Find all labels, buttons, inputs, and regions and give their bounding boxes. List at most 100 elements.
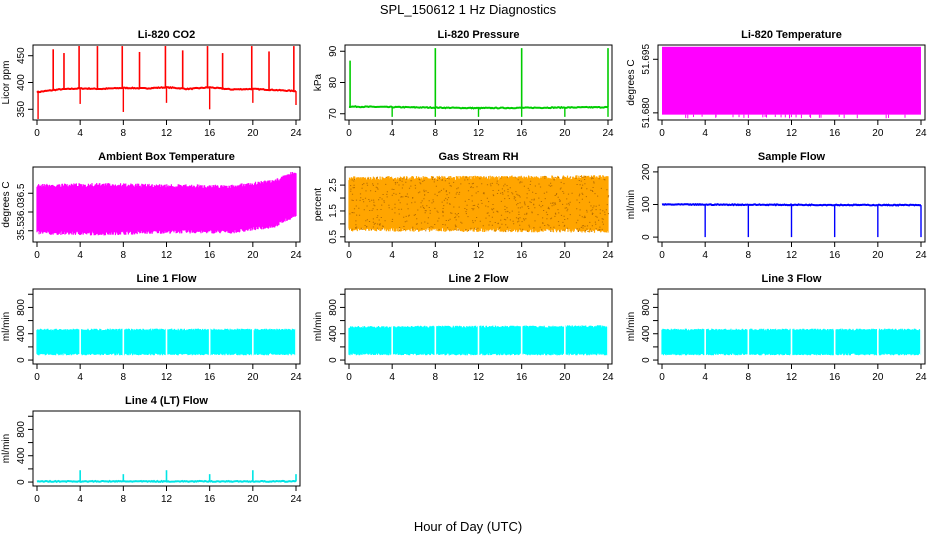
y-tick-label: 51.680 [641, 97, 652, 128]
x-tick-label: 12 [786, 250, 798, 261]
x-tick-label: 8 [433, 372, 439, 383]
x-tick-label: 0 [34, 494, 40, 505]
x-tick-label: 16 [829, 372, 841, 383]
y-tick-label: 200 [641, 163, 652, 180]
y-tick-label: 800 [328, 299, 339, 316]
x-tick-label: 0 [346, 128, 352, 139]
x-tick-label: 8 [746, 372, 752, 383]
x-tick-label: 16 [516, 128, 528, 139]
x-tick-label: 20 [872, 250, 884, 261]
y-tick-label: 0 [641, 357, 652, 363]
panel-0: Li-820 CO2 Licor ppm 0 4 8 12 16 20 24 350 400 450 [1, 29, 302, 139]
x-tick-label: 16 [829, 128, 841, 139]
y-tick-label: 51.695 [641, 44, 652, 75]
panel-6: Line 1 Flow ml/min 0 4 8 12 16 20 24 0 400 800 [1, 273, 302, 383]
x-tick-label: 4 [77, 250, 83, 261]
y-tick-label: 450 [16, 47, 27, 64]
y-tick-label: 0.5 [328, 229, 339, 243]
y-tick-label: 36.0 [16, 202, 27, 222]
y-tick-label: 35.5 [16, 221, 27, 241]
x-tick-label: 12 [786, 128, 798, 139]
panel-4: Gas Stream RH percent 0 4 8 12 16 20 24 0.5 1.5 2.5 [313, 151, 614, 261]
series-band [662, 46, 921, 115]
x-tick-label: 8 [746, 250, 752, 261]
x-tick-label: 4 [389, 372, 395, 383]
x-tick-label: 12 [161, 372, 173, 383]
y-tick-label: 0 [641, 234, 652, 240]
data-layer [662, 46, 921, 119]
x-tick-label: 4 [389, 250, 395, 261]
series-line [36, 85, 297, 94]
x-tick-label: 20 [247, 372, 259, 383]
x-tick-label: 12 [473, 128, 485, 139]
x-tick-label: 24 [290, 494, 302, 505]
x-tick-label: 20 [247, 494, 259, 505]
panel-7: Line 2 Flow ml/min 0 4 8 12 16 20 24 0 400 800 [313, 273, 614, 383]
y-tick-label: 800 [16, 421, 27, 438]
x-tick-label: 4 [77, 372, 83, 383]
x-tick-label: 4 [702, 250, 708, 261]
panel-title: Line 2 Flow [449, 273, 509, 285]
x-tick-label: 24 [602, 250, 614, 261]
panel-ylabel: ml/min [626, 312, 637, 341]
panel-ylabel: ml/min [1, 312, 12, 341]
panel-8: Line 3 Flow ml/min 0 4 8 12 16 20 24 0 400 800 [626, 273, 927, 383]
y-tick-label: 80 [328, 77, 339, 89]
x-tick-label: 20 [872, 372, 884, 383]
panel-3: Ambient Box Temperature degrees C 0 4 8 12 16 2… [1, 151, 302, 261]
x-tick-label: 24 [915, 250, 927, 261]
x-tick-label: 4 [77, 494, 83, 505]
figure-title: SPL_150612 1 Hz Diagnostics [380, 2, 557, 17]
y-tick-label: 0 [328, 357, 339, 363]
y-tick-label: 0 [16, 479, 27, 485]
x-tick-label: 0 [346, 372, 352, 383]
x-tick-label: 12 [161, 494, 173, 505]
data-layer [348, 175, 610, 233]
data-layer [36, 328, 297, 356]
y-tick-label: 70 [328, 108, 339, 120]
y-tick-label: 36.5 [16, 183, 27, 203]
y-tick-label: 1.5 [328, 204, 339, 218]
data-layer [36, 46, 297, 119]
x-tick-label: 8 [746, 128, 752, 139]
y-tick-label: 800 [641, 299, 652, 316]
y-tick-label: 400 [16, 74, 27, 91]
x-tick-label: 4 [702, 128, 708, 139]
x-tick-label: 12 [473, 250, 485, 261]
panel-ylabel: degrees C [1, 181, 12, 227]
x-tick-label: 20 [559, 372, 571, 383]
data-layer [661, 328, 922, 356]
data-layer [36, 470, 297, 484]
panel-title: Li-820 Pressure [438, 29, 520, 41]
x-tick-label: 8 [433, 250, 439, 261]
panel-2: Li-820 Temperature degrees C 0 4 8 12 16 20 24 51… [626, 29, 927, 139]
panel-title: Line 1 Flow [137, 273, 197, 285]
x-tick-label: 0 [34, 128, 40, 139]
panel-ylabel: kPa [313, 73, 324, 91]
panel-ylabel: ml/min [1, 434, 12, 463]
x-tick-label: 20 [247, 250, 259, 261]
x-tick-label: 12 [473, 372, 485, 383]
x-tick-label: 8 [121, 128, 127, 139]
x-tick-label: 4 [702, 372, 708, 383]
x-tick-label: 16 [516, 372, 528, 383]
y-tick-label: 100 [641, 196, 652, 213]
x-tick-label: 20 [247, 128, 259, 139]
data-layer [348, 324, 609, 356]
y-tick-label: 0 [16, 357, 27, 363]
x-tick-label: 8 [121, 250, 127, 261]
x-tick-label: 16 [204, 372, 216, 383]
x-tick-label: 0 [659, 250, 665, 261]
x-tick-label: 12 [161, 128, 173, 139]
x-tick-label: 24 [290, 372, 302, 383]
y-tick-label: 400 [16, 325, 27, 342]
x-tick-label: 24 [915, 128, 927, 139]
x-tick-label: 16 [516, 250, 528, 261]
panel-9: Line 4 (LT) Flow ml/min 0 4 8 12 16 20 24 0 400 800 [1, 395, 302, 505]
x-tick-label: 0 [659, 372, 665, 383]
series-envelope [36, 172, 297, 236]
panel-title: Sample Flow [758, 151, 826, 163]
data-layer [348, 48, 609, 117]
x-tick-label: 8 [121, 372, 127, 383]
x-tick-label: 4 [389, 128, 395, 139]
